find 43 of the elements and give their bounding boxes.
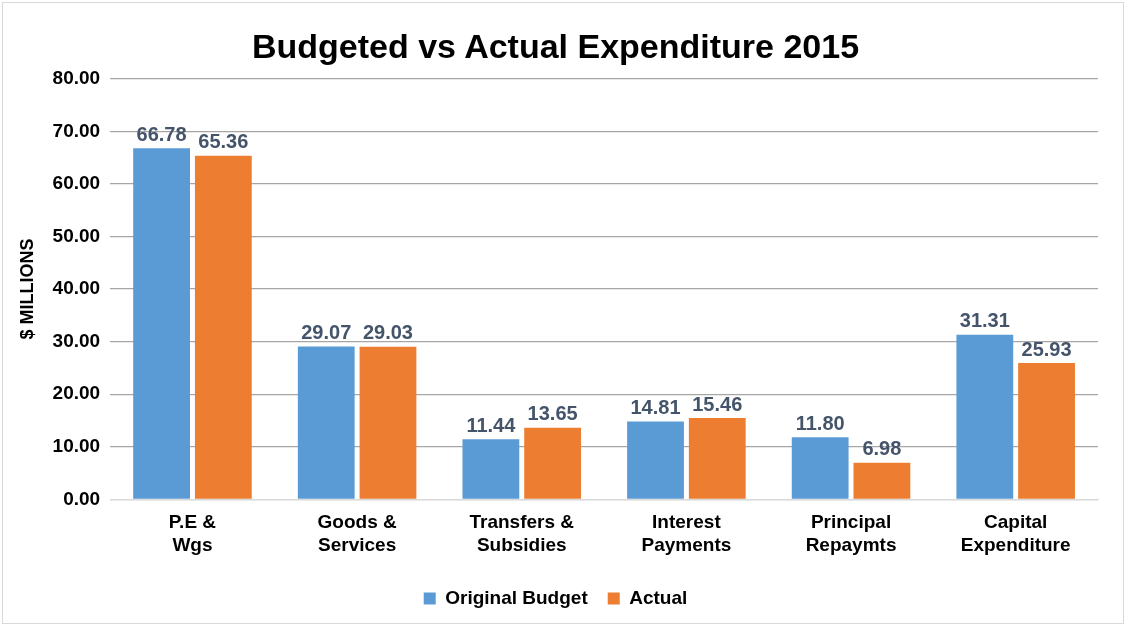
data-label: 13.65 <box>527 402 578 425</box>
data-label: 11.80 <box>795 411 845 434</box>
y-tick-label: 60.00 <box>52 172 101 194</box>
data-label: 65.36 <box>198 130 249 153</box>
data-label: 29.03 <box>362 321 414 344</box>
y-tick-label: 30.00 <box>52 329 101 351</box>
y-tick-label: 80.00 <box>52 67 101 89</box>
bar <box>297 346 355 499</box>
x-tick-label: P.E & Wgs <box>168 511 217 555</box>
bar <box>853 462 911 499</box>
y-tick-label: 0.00 <box>63 487 101 509</box>
data-label: 29.07 <box>301 321 352 344</box>
bar <box>956 334 1014 499</box>
chart-title: Budgeted vs Actual Expenditure 2015 <box>251 26 860 65</box>
data-label: 66.78 <box>136 122 187 145</box>
data-label: 11.44 <box>466 413 517 436</box>
y-tick-label: 10.00 <box>52 435 101 457</box>
y-tick-label: 50.00 <box>52 224 101 246</box>
data-label: 25.93 <box>1021 337 1072 360</box>
bar <box>359 346 417 499</box>
data-label: 6.98 <box>862 437 902 460</box>
y-tick-label: 20.00 <box>52 382 101 404</box>
y-tick-label: 40.00 <box>52 277 101 299</box>
bar <box>627 421 684 499</box>
bar <box>462 439 520 499</box>
bar <box>194 155 252 499</box>
bar <box>524 427 582 499</box>
bar <box>1018 363 1075 499</box>
x-tick-label: Goods & Services <box>317 511 397 555</box>
legend-label: Actual <box>629 586 688 608</box>
x-tick-label: Capital Expenditure <box>960 511 1071 555</box>
x-tick-label: Principal Repaymts <box>805 511 897 555</box>
x-tick-label: Transfers & Subsidies <box>469 511 575 555</box>
bar <box>133 148 190 499</box>
legend-label: Original Budget <box>445 586 589 608</box>
x-tick-label: Interest Payments <box>641 511 732 555</box>
y-axis-title: $ MILLIONS <box>16 238 37 340</box>
data-label: 15.46 <box>692 392 743 415</box>
data-label: 31.31 <box>959 309 1010 332</box>
bar <box>791 437 849 499</box>
data-label: 14.81 <box>630 396 681 419</box>
bar <box>688 418 746 499</box>
y-tick-label: 70.00 <box>52 119 101 141</box>
